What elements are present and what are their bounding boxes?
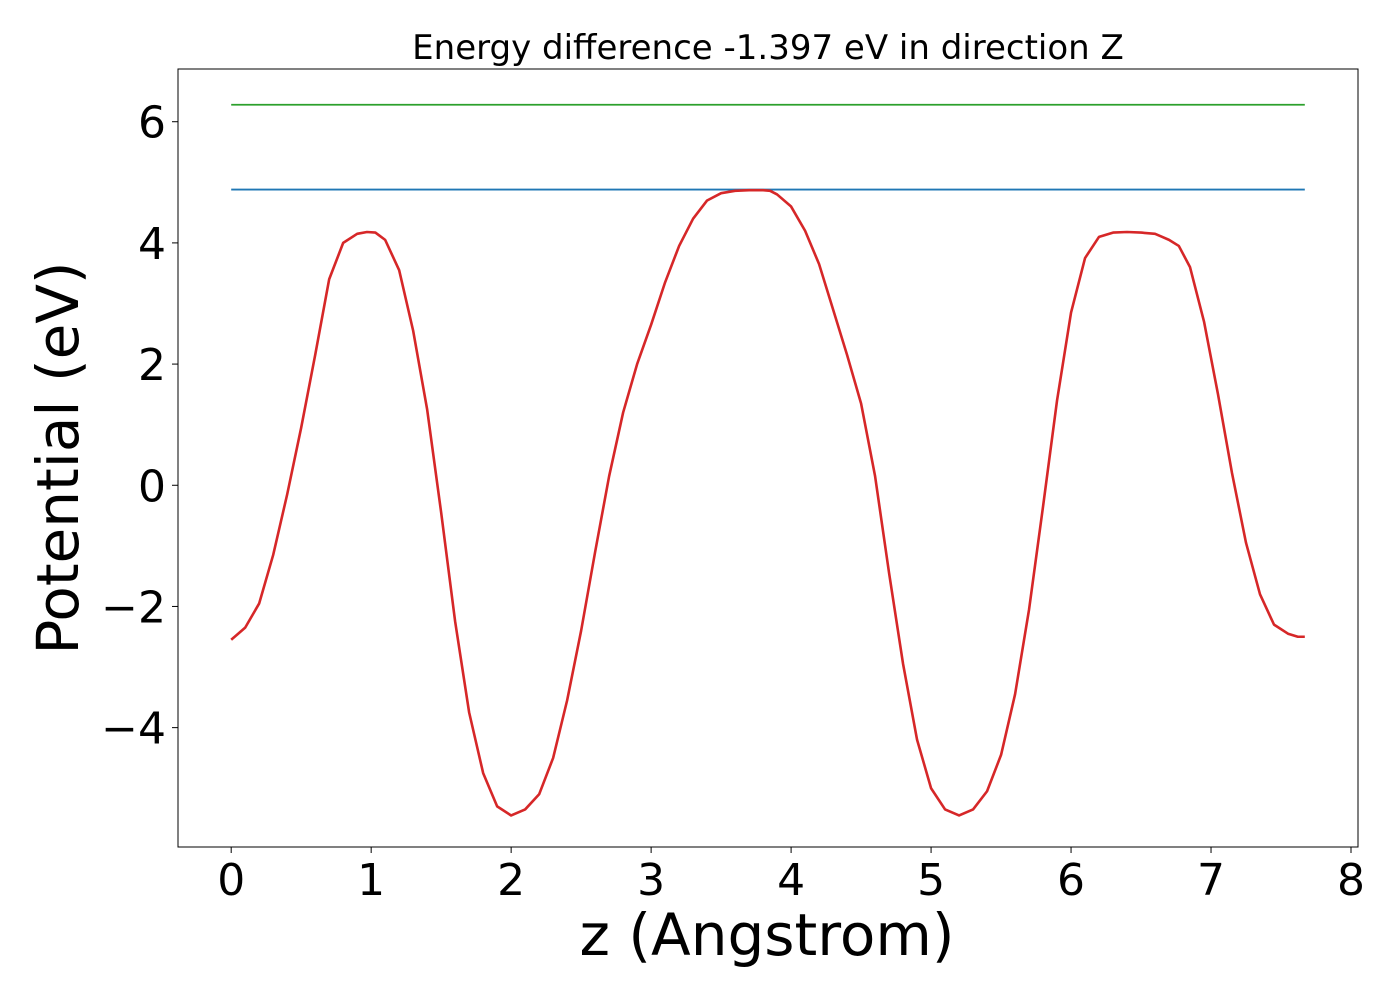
x-tick-label: 1: [357, 855, 385, 906]
y-tick-label: 0: [138, 461, 166, 512]
x-tick-label: 7: [1197, 855, 1225, 906]
y-tick-label: 4: [138, 219, 166, 270]
y-axis-ticks: −4 −2 0 2 4 6: [101, 98, 178, 755]
x-tick-label: 2: [497, 855, 525, 906]
x-tick-label: 0: [217, 855, 245, 906]
x-axis-ticks: 0 1 2 3 4 5 6 7 8: [217, 847, 1365, 906]
x-axis-label: z (Angstrom): [580, 901, 955, 969]
y-tick-label: −4: [101, 704, 166, 755]
series-lines: [230, 103, 1305, 817]
y-axis-label: Potential (eV): [24, 261, 92, 654]
y-tick-label: 6: [138, 98, 166, 149]
chart-title: Energy difference -1.397 eV in direction…: [412, 28, 1124, 68]
y-tick-label: −2: [101, 582, 166, 633]
plot-area-frame: [177, 68, 1359, 848]
series-line-2: [230, 188, 1305, 817]
x-tick-label: 5: [917, 855, 945, 906]
x-tick-label: 8: [1337, 855, 1365, 906]
y-tick-label: 2: [138, 340, 166, 391]
x-tick-label: 4: [777, 855, 805, 906]
x-tick-label: 3: [637, 855, 665, 906]
x-tick-label: 6: [1057, 855, 1085, 906]
